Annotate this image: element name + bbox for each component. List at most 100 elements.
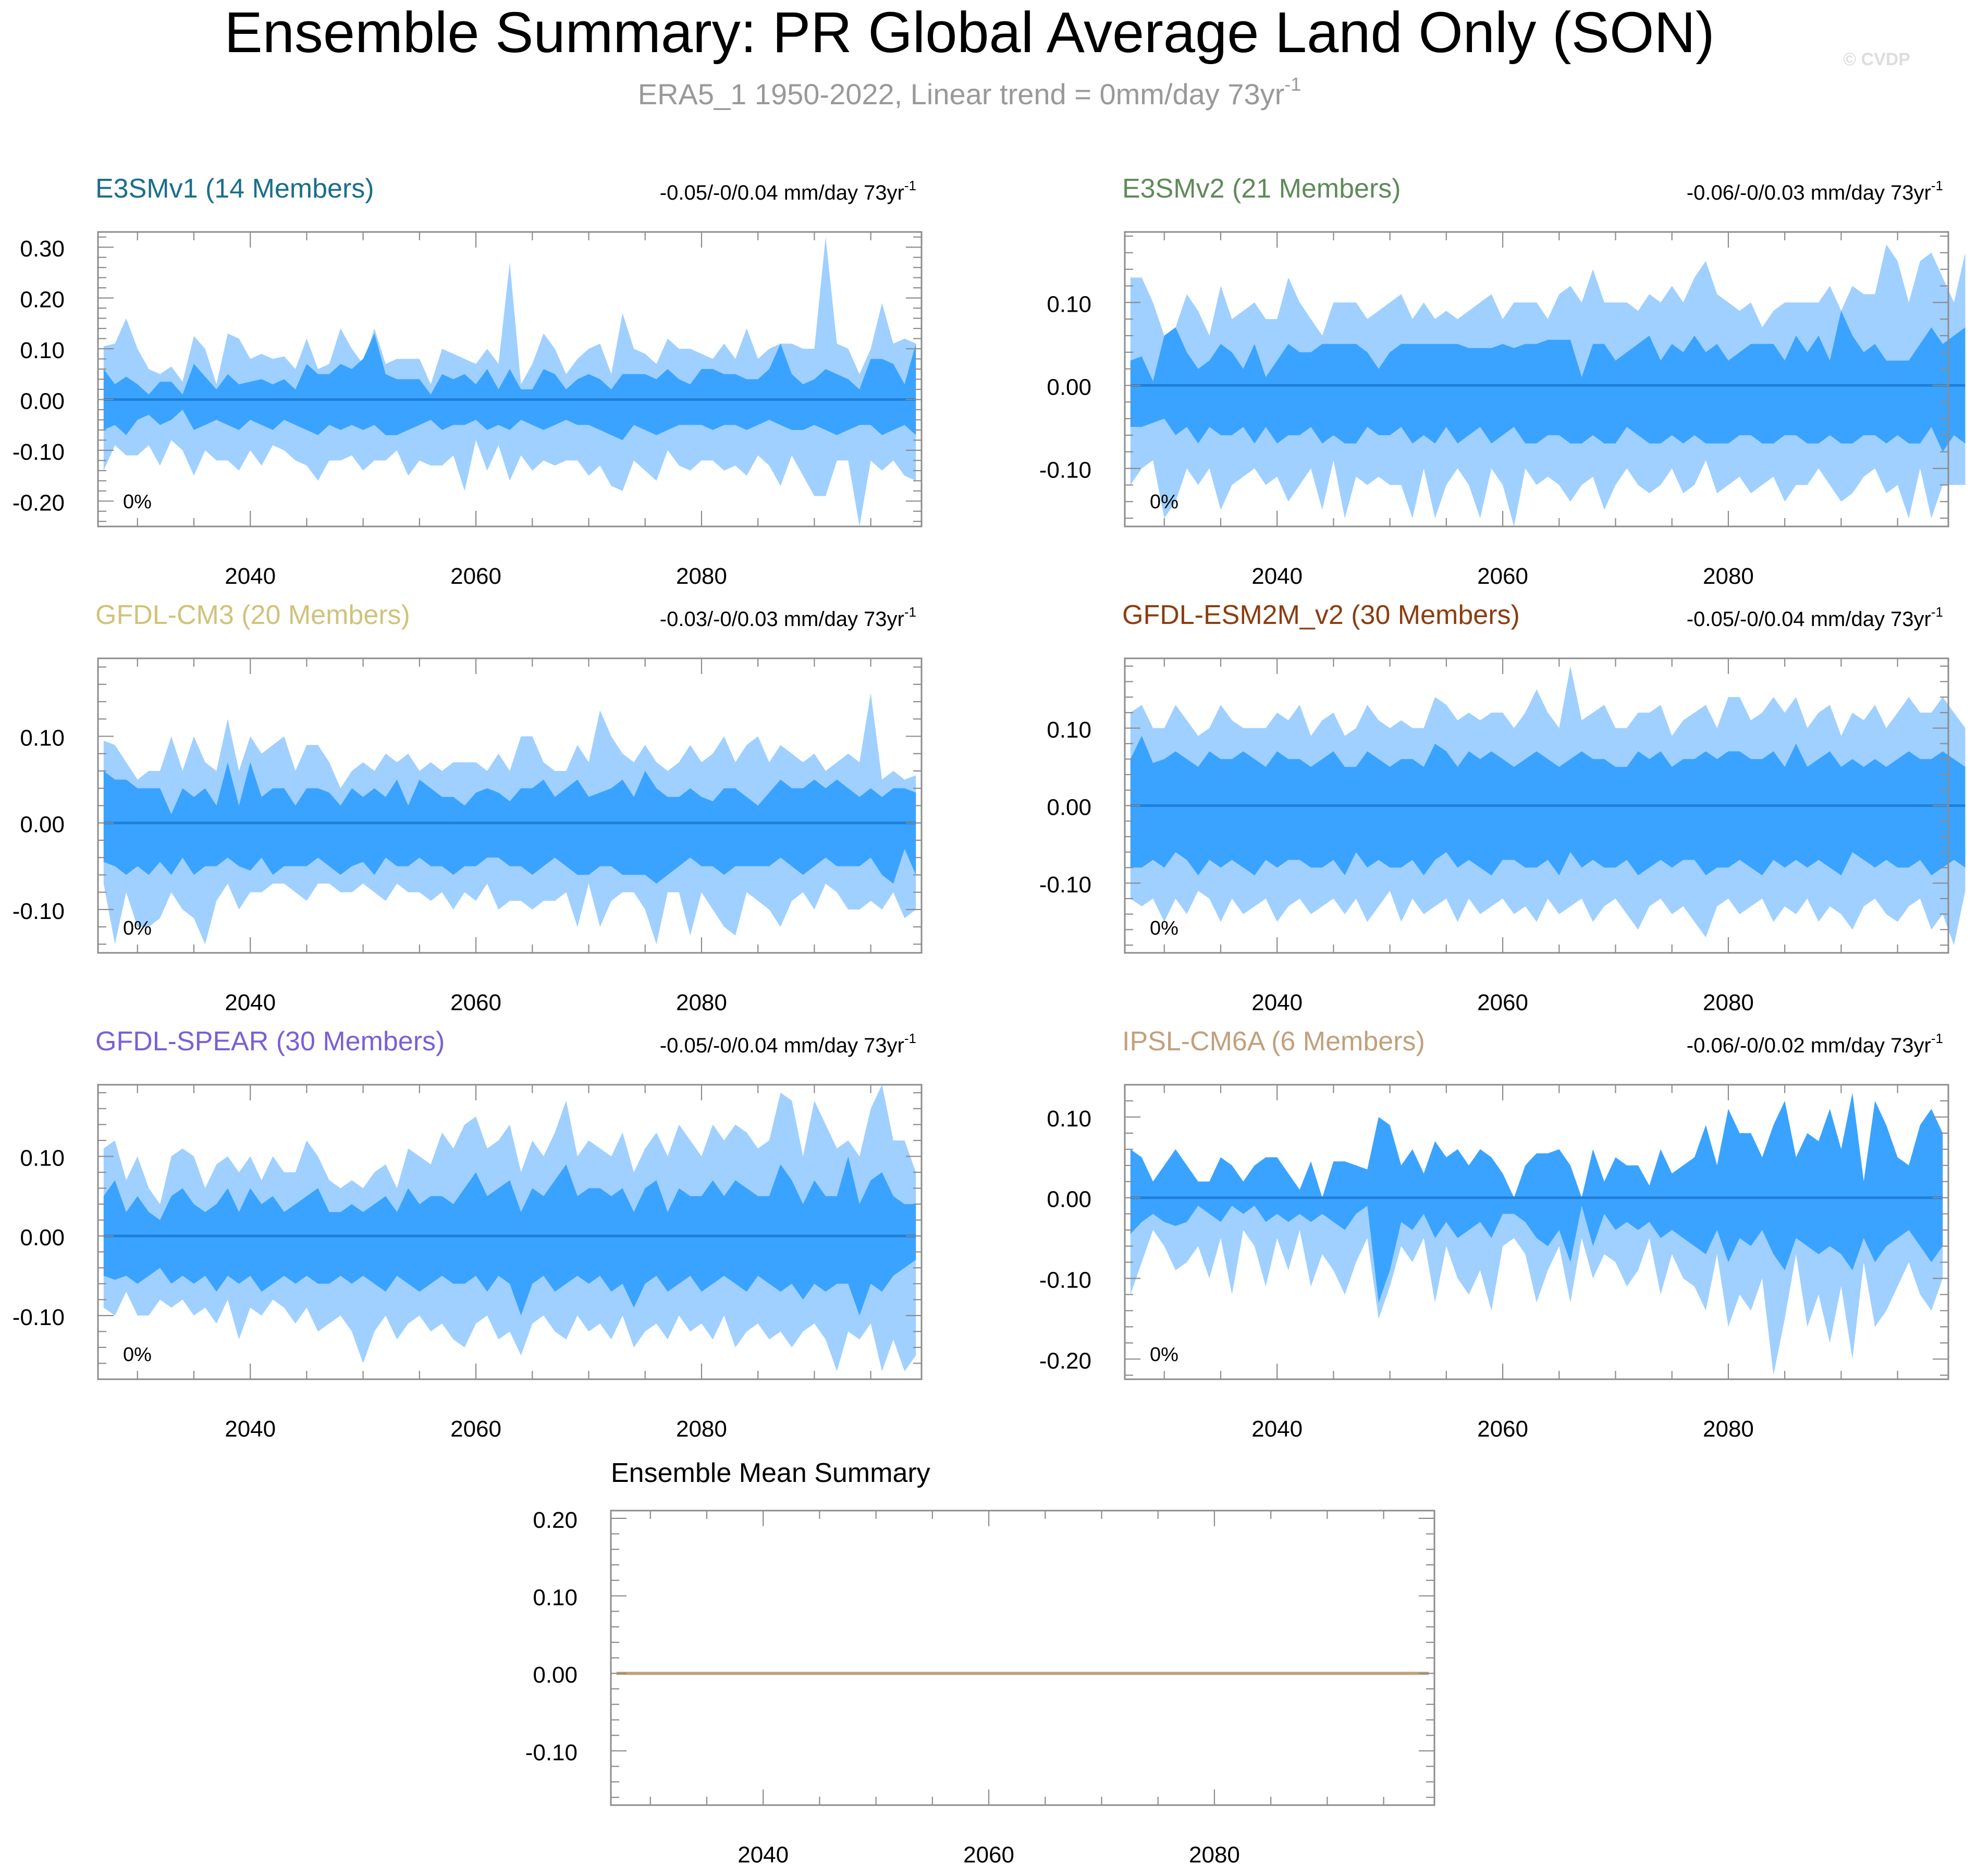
y-tick-label: -0.10 xyxy=(1039,872,1091,898)
percent-label: 0% xyxy=(123,1344,152,1366)
x-tick-label: 2080 xyxy=(676,563,727,589)
x-tick-label: 2040 xyxy=(225,1416,276,1442)
plot-frame xyxy=(97,657,923,954)
y-tick-label: 0.10 xyxy=(20,1145,65,1171)
plot-frame xyxy=(97,231,923,528)
y-tick-label: 0.10 xyxy=(533,1585,578,1611)
x-tick-label: 2040 xyxy=(225,563,276,589)
trend-text: -0.05/-0/0.04 mm/day 73yr-1 xyxy=(660,1031,916,1057)
trend-text-sup: -1 xyxy=(1931,604,1943,620)
trend-text-sup: -1 xyxy=(904,604,916,620)
plot-frame xyxy=(1124,1084,1949,1380)
y-tick-label: 0.10 xyxy=(1047,717,1091,743)
panel-1: E3SMv1 (14 Members) -0.05/-0/0.04 mm/day … xyxy=(13,174,923,589)
trend-text: -0.05/-0/0.04 mm/day 73yr-1 xyxy=(1687,604,1943,631)
y-tick-label: 0.10 xyxy=(1047,291,1091,317)
x-tick-label: 2060 xyxy=(1477,1416,1528,1442)
trend-text-sup: -1 xyxy=(1931,1031,1943,1046)
plot-frame xyxy=(1124,657,1949,954)
page-title: Ensemble Summary: PR Global Average Land… xyxy=(224,1,1714,65)
x-tick-label: 2060 xyxy=(450,1416,501,1442)
y-tick-label: -0.10 xyxy=(1039,458,1091,483)
trend-text-value: -0.05/-0/0.04 mm/day 73yr xyxy=(660,1034,904,1057)
y-tick-label: -0.10 xyxy=(13,1305,65,1330)
x-tick-label: 2080 xyxy=(676,1416,727,1442)
y-tick-label: -0.10 xyxy=(13,439,65,465)
panel-title: IPSL-CM6A (6 Members) xyxy=(1122,1026,1425,1057)
plot-frame xyxy=(1124,231,1949,528)
y-tick-label: 0.00 xyxy=(20,388,65,414)
y-tick-label: -0.20 xyxy=(1039,1348,1091,1374)
y-tick-label: 0.10 xyxy=(20,726,65,751)
y-tick-label: 0.30 xyxy=(20,236,65,262)
panel-7: Ensemble Mean Summary -0.10 0.00 0.10 0.20 20… xyxy=(525,1458,1435,1868)
y-tick-label: -0.10 xyxy=(525,1740,578,1765)
trend-text-value: -0.06/-0/0.02 mm/day 73yr xyxy=(1687,1034,1931,1057)
x-tick-label: 2080 xyxy=(1703,1416,1754,1442)
trend-text-value: -0.06/-0/0.03 mm/day 73yr xyxy=(1687,181,1931,204)
plot-frame xyxy=(610,1510,1435,1806)
trend-text-value: -0.03/-0/0.03 mm/day 73yr xyxy=(660,608,904,631)
x-tick-label: 2040 xyxy=(738,1842,789,1868)
x-tick-label: 2080 xyxy=(1703,563,1754,589)
panels: E3SMv1 (14 Members) -0.05/-0/0.04 mm/day … xyxy=(13,174,1966,1868)
x-tick-label: 2060 xyxy=(450,990,501,1015)
x-tick-label: 2060 xyxy=(963,1842,1014,1868)
plot-frame xyxy=(97,1084,923,1380)
x-tick-label: 2040 xyxy=(225,990,276,1015)
x-tick-label: 2040 xyxy=(1251,990,1303,1015)
page-subtitle-text: ERA5_1 1950-2022, Linear trend = 0mm/day… xyxy=(638,78,1285,111)
panel-title: Ensemble Mean Summary xyxy=(611,1458,930,1488)
panel-title: GFDL-ESM2M_v2 (30 Members) xyxy=(1122,600,1520,630)
trend-text-value: -0.05/-0/0.04 mm/day 73yr xyxy=(1687,608,1931,631)
trend-text-value: -0.05/-0/0.04 mm/day 73yr xyxy=(660,181,904,204)
panel-title: GFDL-CM3 (20 Members) xyxy=(95,600,410,630)
y-tick-label: 0.20 xyxy=(20,287,65,313)
x-tick-label: 2060 xyxy=(450,563,501,589)
panel-2: E3SMv2 (21 Members) -0.06/-0/0.03 mm/day … xyxy=(1039,174,1966,589)
y-tick-label: 0.00 xyxy=(1047,1187,1091,1212)
panel-3: GFDL-CM3 (20 Members) -0.03/-0/0.03 mm/da… xyxy=(13,600,923,1015)
trend-text-sup: -1 xyxy=(1931,178,1943,193)
x-tick-label: 2060 xyxy=(1477,563,1528,589)
x-tick-label: 2080 xyxy=(1189,1842,1240,1868)
page-subtitle: ERA5_1 1950-2022, Linear trend = 0mm/day… xyxy=(638,73,1301,111)
y-tick-label: 0.20 xyxy=(533,1507,578,1533)
trend-text: -0.06/-0/0.02 mm/day 73yr-1 xyxy=(1687,1031,1943,1057)
y-tick-label: 0.00 xyxy=(20,812,65,838)
y-tick-label: 0.00 xyxy=(20,1225,65,1250)
trend-text-sup: -1 xyxy=(904,1031,916,1046)
trend-text: -0.05/-0/0.04 mm/day 73yr-1 xyxy=(660,178,916,204)
y-tick-label: 0.10 xyxy=(1047,1106,1091,1132)
percent-label: 0% xyxy=(123,491,152,513)
y-tick-label: 0.00 xyxy=(533,1662,578,1688)
percent-label: 0% xyxy=(1150,917,1178,939)
x-tick-label: 2060 xyxy=(1477,990,1528,1015)
panel-6: IPSL-CM6A (6 Members) -0.06/-0/0.02 mm/da… xyxy=(1039,1026,1949,1442)
panel-title: GFDL-SPEAR (30 Members) xyxy=(95,1026,445,1057)
y-tick-label: 0.00 xyxy=(1047,795,1091,820)
y-tick-label: 0.00 xyxy=(1047,374,1091,400)
trend-text-sup: -1 xyxy=(904,178,916,193)
panel-4: GFDL-ESM2M_v2 (30 Members) -0.05/-0/0.04 … xyxy=(1039,600,1966,1015)
x-tick-label: 2040 xyxy=(1251,1416,1303,1442)
page-subtitle-sup: -1 xyxy=(1284,73,1301,95)
x-tick-label: 2080 xyxy=(676,990,727,1015)
percent-label: 0% xyxy=(123,917,152,939)
inner-range-band xyxy=(1130,311,1966,452)
watermark: © CVDP xyxy=(1843,50,1910,69)
panel-title: E3SMv1 (14 Members) xyxy=(95,174,374,204)
x-tick-label: 2040 xyxy=(1251,563,1303,589)
percent-label: 0% xyxy=(1150,1344,1178,1366)
panel-5: GFDL-SPEAR (30 Members) -0.05/-0/0.04 mm/… xyxy=(13,1026,923,1442)
y-tick-label: -0.20 xyxy=(13,490,65,516)
trend-text: -0.03/-0/0.03 mm/day 73yr-1 xyxy=(660,604,916,631)
inner-range-band xyxy=(103,333,916,440)
y-tick-label: 0.10 xyxy=(20,338,65,363)
panel-title: E3SMv2 (21 Members) xyxy=(1122,174,1401,204)
percent-label: 0% xyxy=(1150,491,1178,513)
x-tick-label: 2080 xyxy=(1703,990,1754,1015)
y-tick-label: -0.10 xyxy=(1039,1268,1091,1293)
y-tick-label: -0.10 xyxy=(13,899,65,924)
